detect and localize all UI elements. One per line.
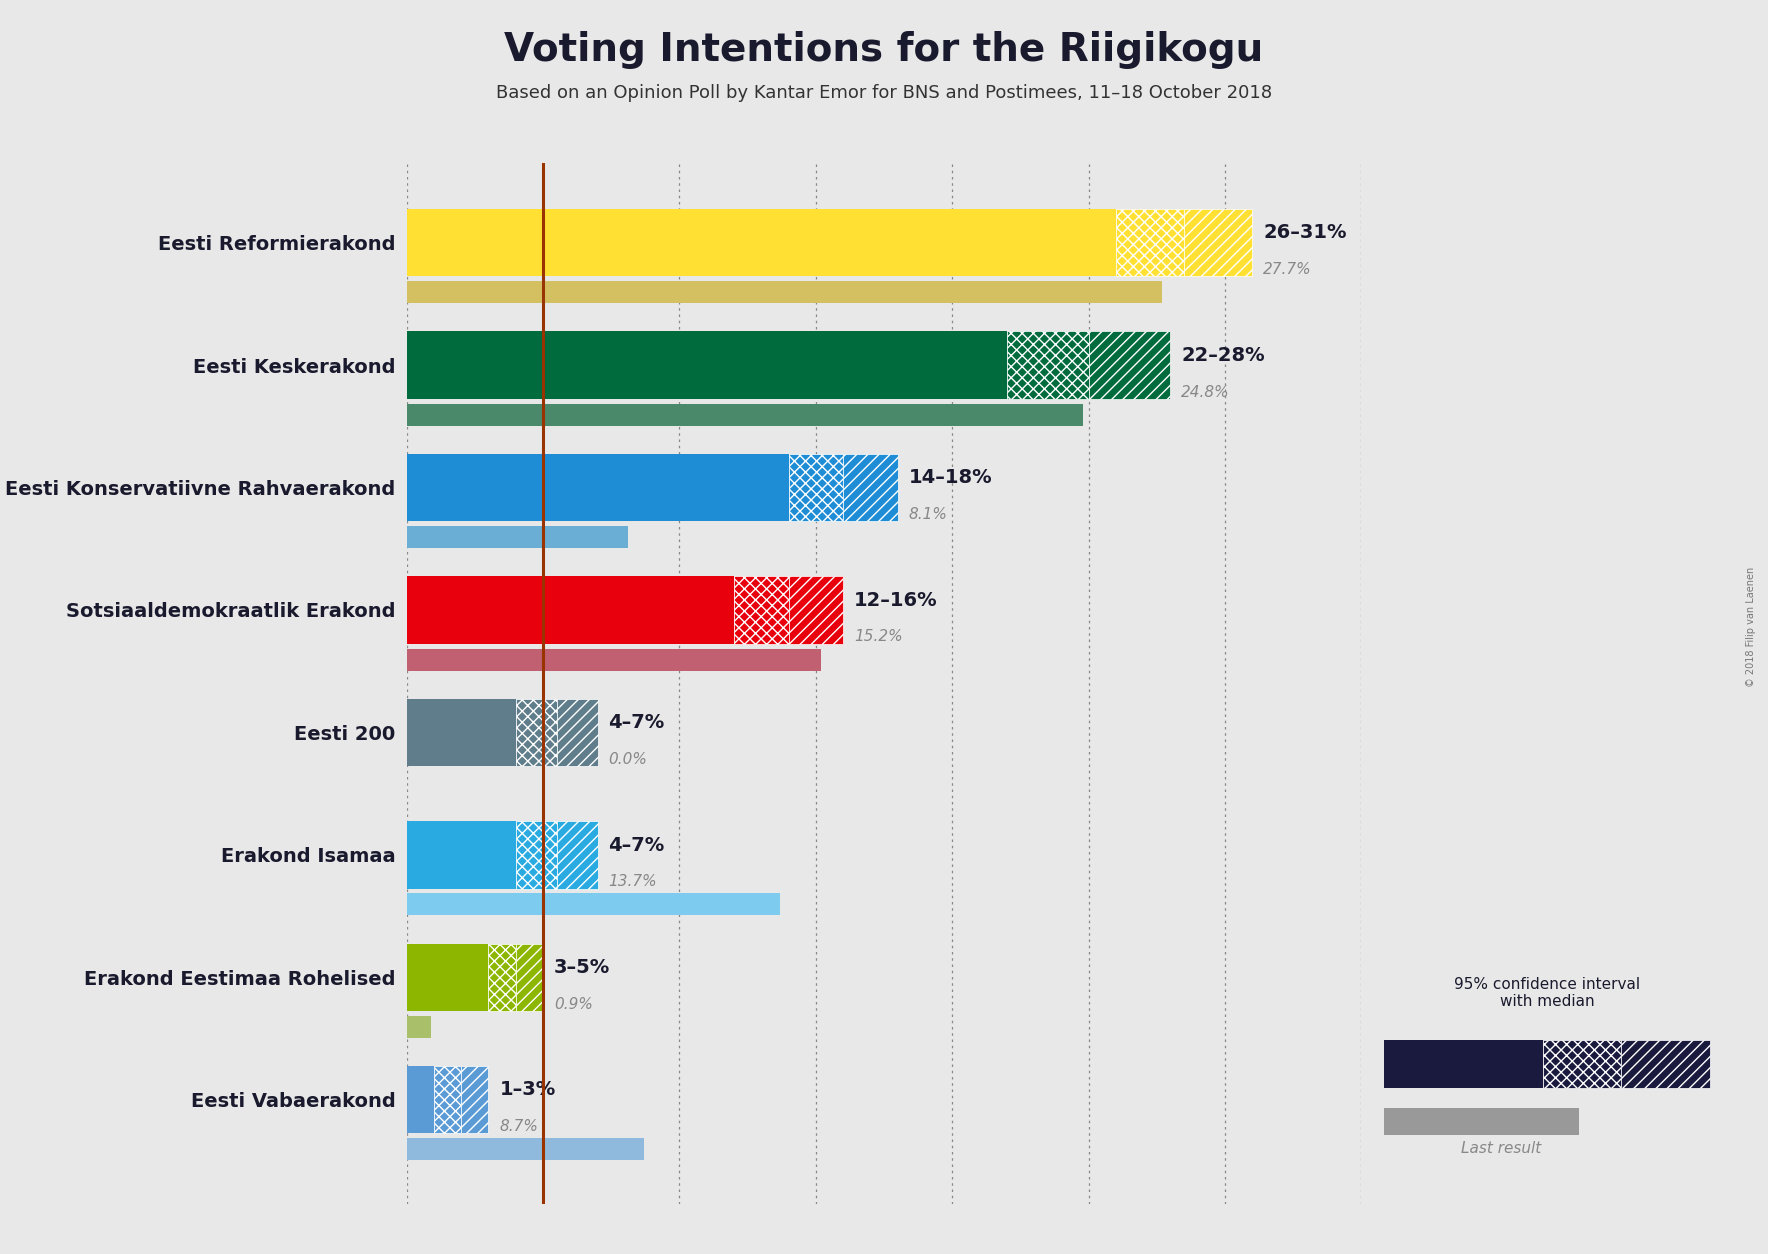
Bar [1384,1107,1579,1135]
Bar [407,1139,644,1160]
Text: 12–16%: 12–16% [854,591,937,609]
Bar [1006,331,1089,399]
Bar [407,281,1162,303]
Text: Last result: Last result [1460,1141,1542,1156]
Bar [407,454,789,522]
Bar [407,698,516,766]
Text: Voting Intentions for the Riigikogu: Voting Intentions for the Riigikogu [504,31,1264,69]
Text: 95% confidence interval
with median: 95% confidence interval with median [1453,977,1641,1009]
Text: © 2018 Filip van Laenen: © 2018 Filip van Laenen [1745,567,1756,687]
Bar [407,1066,433,1134]
Bar [516,944,543,1011]
Text: 14–18%: 14–18% [909,468,992,488]
Bar [407,648,822,671]
Text: 24.8%: 24.8% [1181,385,1231,400]
Bar [407,821,516,889]
Bar [557,698,598,766]
Text: 4–7%: 4–7% [608,714,665,732]
Text: 13.7%: 13.7% [608,874,658,889]
Bar [488,944,516,1011]
Text: 4–7%: 4–7% [608,835,665,854]
Text: 27.7%: 27.7% [1262,262,1312,277]
Bar [407,577,734,643]
Bar [407,209,1116,276]
Bar [1185,209,1252,276]
Bar [734,577,789,643]
Bar [407,331,1006,399]
Bar [433,1066,461,1134]
Bar [843,454,898,522]
Bar [1384,1040,1543,1088]
Text: 22–28%: 22–28% [1181,346,1264,365]
Text: 1–3%: 1–3% [499,1081,555,1100]
Bar [407,527,628,548]
Bar [516,698,557,766]
Bar [1116,209,1185,276]
Bar [789,454,843,522]
Bar [461,1066,488,1134]
Text: 0.9%: 0.9% [553,997,592,1012]
Bar [407,1016,431,1038]
Bar [516,821,557,889]
Bar [1543,1040,1621,1088]
Bar [407,944,488,1011]
Bar [407,404,1084,425]
Bar [407,893,780,915]
Text: 3–5%: 3–5% [553,958,610,977]
Text: 8.7%: 8.7% [499,1120,537,1134]
Bar [789,577,843,643]
Text: 15.2%: 15.2% [854,630,903,645]
Text: Based on an Opinion Poll by Kantar Emor for BNS and Postimees, 11–18 October 201: Based on an Opinion Poll by Kantar Emor … [497,84,1271,102]
Text: 26–31%: 26–31% [1262,223,1347,242]
Text: 8.1%: 8.1% [909,507,948,522]
Text: 0.0%: 0.0% [608,752,647,767]
Bar [557,821,598,889]
Bar [1621,1040,1710,1088]
Bar [1089,331,1170,399]
